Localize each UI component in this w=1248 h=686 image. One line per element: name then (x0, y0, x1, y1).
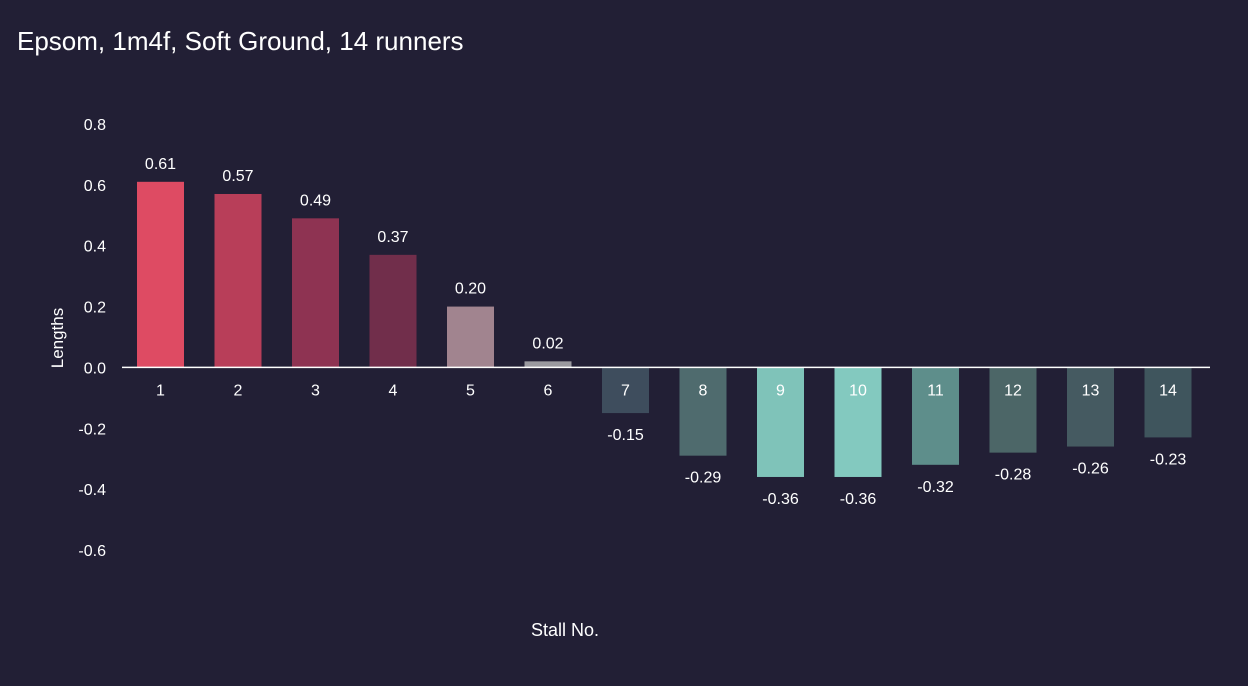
bar (292, 218, 339, 368)
x-tick-label: 5 (466, 382, 475, 399)
x-tick-label: 3 (311, 382, 320, 399)
bar (757, 367, 804, 477)
y-tick-label: -0.4 (78, 482, 106, 499)
bar (989, 367, 1037, 453)
y-tick-label: 0.2 (84, 300, 106, 317)
x-axis-ticks: 1 2 3 4 5 6 7 8 9 10 11 12 13 14 (156, 382, 1177, 399)
x-tick-label: 8 (699, 382, 708, 399)
data-label: -0.15 (607, 427, 644, 444)
data-label: 0.37 (377, 229, 408, 246)
x-tick-label: 9 (776, 382, 785, 399)
x-tick-label: 2 (234, 382, 243, 399)
y-tick-label: 0.8 (84, 117, 106, 134)
x-tick-label: 1 (156, 382, 165, 399)
bar (602, 367, 649, 414)
y-tick-label: 0.4 (84, 239, 106, 256)
y-axis-label: Lengths (48, 308, 67, 369)
y-tick-label: -0.6 (78, 543, 106, 560)
bar (912, 367, 959, 465)
y-tick-label: -0.2 (78, 421, 106, 438)
data-label: 0.49 (300, 192, 331, 209)
bars (137, 181, 1192, 477)
data-label: -0.26 (1072, 461, 1109, 478)
bar (1144, 367, 1192, 438)
bar (524, 361, 572, 368)
bar (369, 254, 417, 368)
data-labels: 0.61 0.57 0.49 0.37 0.20 0.02 -0.15 -0.29 -0.36 -… (145, 156, 1186, 508)
y-axis-ticks: 0.8 0.6 0.4 0.2 0.0 -0.2 -0.4 -0.6 (78, 117, 106, 560)
data-label: -0.36 (762, 491, 799, 508)
bar (679, 367, 727, 456)
bar (1067, 367, 1114, 447)
x-tick-label: 11 (927, 382, 944, 399)
data-label: 0.57 (222, 168, 253, 185)
data-label: -0.36 (840, 491, 877, 508)
y-tick-label: 0.6 (84, 178, 106, 195)
data-label: -0.32 (917, 479, 954, 496)
bar (137, 181, 184, 368)
data-label: 0.02 (532, 335, 563, 352)
x-tick-label: 7 (621, 382, 630, 399)
x-axis-label: Stall No. (531, 620, 599, 640)
x-tick-label: 10 (849, 382, 867, 399)
data-label: -0.23 (1150, 451, 1187, 468)
y-tick-label: 0.0 (84, 360, 106, 377)
x-tick-label: 14 (1159, 382, 1177, 399)
data-label: -0.28 (995, 467, 1032, 484)
x-tick-label: 6 (544, 382, 553, 399)
x-tick-label: 4 (389, 382, 398, 399)
data-label: -0.29 (685, 470, 722, 487)
bar (447, 306, 494, 368)
bar (214, 193, 262, 368)
bar (834, 367, 882, 477)
chart-title: Epsom, 1m4f, Soft Ground, 14 runners (17, 26, 464, 56)
data-label: 0.61 (145, 156, 176, 173)
x-tick-label: 13 (1082, 382, 1100, 399)
data-label: 0.20 (455, 281, 486, 298)
x-tick-label: 12 (1004, 382, 1022, 399)
